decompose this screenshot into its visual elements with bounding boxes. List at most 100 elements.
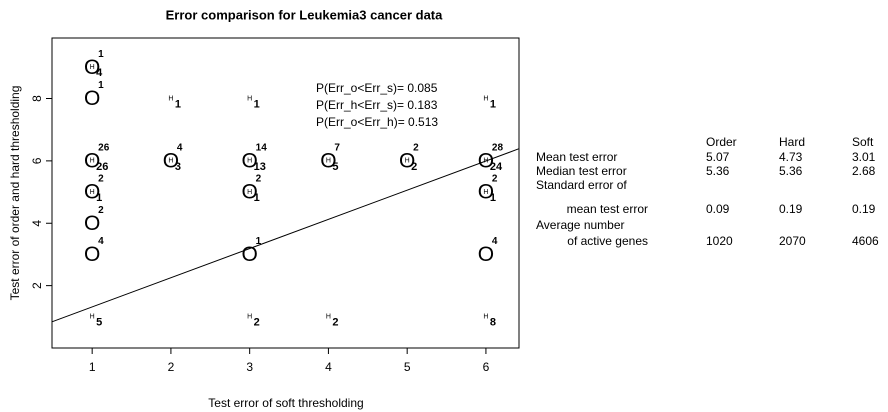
point-marker: H: [483, 95, 488, 102]
chart-title: Error comparison for Leukemia3 cancer da…: [166, 7, 443, 22]
point-count: 26: [98, 143, 110, 154]
table-cell: 0.19: [852, 202, 876, 216]
point-marker: H: [405, 158, 410, 165]
point-marker: H: [90, 314, 95, 321]
table-cell: 0.19: [779, 202, 803, 216]
point-marker: H: [326, 314, 331, 321]
point-count: 1: [96, 192, 102, 204]
y-tick-label: 6: [30, 157, 44, 164]
table-row-label: Average number: [536, 218, 625, 232]
point-marker: O: [399, 149, 415, 172]
point-count: 13: [254, 161, 266, 173]
point-count: 3: [175, 161, 181, 173]
point-count: 4: [177, 143, 183, 154]
point-marker: H: [90, 158, 95, 165]
y-tick-label: 4: [30, 220, 44, 227]
table-row-label: Median test error: [536, 164, 627, 178]
annotation: P(Err_o<Err_h)= 0.513: [316, 115, 438, 129]
x-tick-label: 6: [483, 360, 490, 374]
point-marker: O: [84, 181, 100, 204]
table-row-label: Mean test error: [536, 150, 617, 164]
table-row-label: Standard error of: [536, 178, 627, 192]
point-marker: H: [247, 95, 252, 102]
y-tick-label: 8: [30, 95, 44, 102]
table-cell: 5.07: [706, 150, 730, 164]
table-row-label: of active genes: [567, 234, 648, 248]
point-marker: O: [478, 181, 494, 204]
x-tick-label: 1: [89, 360, 96, 374]
point-count: 5: [96, 317, 102, 329]
point-count: 4: [98, 236, 104, 247]
table-cell: 5.36: [779, 164, 803, 178]
annotation: P(Err_h<Err_s)= 0.183: [316, 98, 438, 112]
point-marker: O: [478, 149, 494, 172]
point-marker: H: [483, 189, 488, 196]
table-cell: 4606: [852, 234, 879, 248]
table-row-label: mean test error: [567, 202, 648, 216]
x-axis-label: Test error of soft thresholding: [208, 396, 363, 410]
annotation: P(Err_o<Err_s)= 0.085: [316, 81, 438, 95]
point-count: 2: [98, 174, 104, 185]
table-header: Hard: [779, 135, 805, 149]
point-marker: O: [478, 243, 494, 266]
point-marker: H: [483, 158, 488, 165]
table-cell: 2.68: [852, 164, 876, 178]
y-tick-label: 2: [30, 282, 44, 289]
x-tick-label: 3: [246, 360, 253, 374]
point-count: 2: [98, 205, 104, 216]
point-marker: H: [168, 95, 173, 102]
table-cell: 0.09: [706, 202, 730, 216]
point-count: 2: [332, 317, 338, 329]
table-cell: 1020: [706, 234, 733, 248]
point-marker: O: [163, 149, 179, 172]
point-marker: O: [320, 149, 336, 172]
point-count: 7: [334, 143, 340, 154]
point-marker: H: [168, 158, 173, 165]
point-marker: H: [483, 314, 488, 321]
point-marker: H: [247, 189, 252, 196]
point-marker: O: [84, 243, 100, 266]
x-tick-label: 2: [168, 360, 175, 374]
point-count: 4: [96, 67, 103, 79]
point-count: 5: [332, 161, 338, 173]
point-marker: O: [241, 181, 257, 204]
point-marker: H: [326, 158, 331, 165]
point-marker: H: [90, 189, 95, 196]
point-marker: O: [241, 243, 257, 266]
point-count: 2: [411, 161, 417, 173]
point-marker: O: [84, 87, 100, 110]
point-count: 1: [254, 98, 260, 110]
point-count: 2: [254, 317, 260, 329]
x-tick-label: 4: [325, 360, 332, 374]
point-count: 1: [254, 192, 260, 204]
point-marker: O: [241, 149, 257, 172]
point-marker: O: [84, 56, 100, 79]
point-marker: H: [247, 314, 252, 321]
point-count: 1: [490, 192, 496, 204]
point-marker: H: [90, 64, 95, 71]
y-axis-label: Test error of order and hard thresholdin…: [8, 86, 22, 301]
point-count: 1: [256, 236, 262, 247]
point-count: 2: [256, 174, 262, 185]
point-marker: H: [247, 158, 252, 165]
point-count: 8: [490, 317, 496, 329]
plot-box: [51, 37, 520, 349]
point-marker: O: [84, 149, 100, 172]
point-count: 2: [413, 143, 419, 154]
table-header: Soft: [852, 135, 874, 149]
table-cell: 4.73: [779, 150, 803, 164]
table-cell: 5.36: [706, 164, 730, 178]
table-cell: 2070: [779, 234, 806, 248]
point-count: 1: [175, 98, 181, 110]
point-count: 14: [256, 143, 268, 154]
point-count: 26: [96, 161, 108, 173]
point-marker: O: [84, 212, 100, 235]
point-count: 1: [98, 49, 104, 60]
point-count: 24: [490, 161, 503, 173]
point-count: 1: [98, 80, 104, 91]
table-header: Order: [706, 135, 737, 149]
table-cell: 3.01: [852, 150, 876, 164]
point-count: 1: [490, 98, 496, 110]
point-count: 4: [492, 236, 498, 247]
